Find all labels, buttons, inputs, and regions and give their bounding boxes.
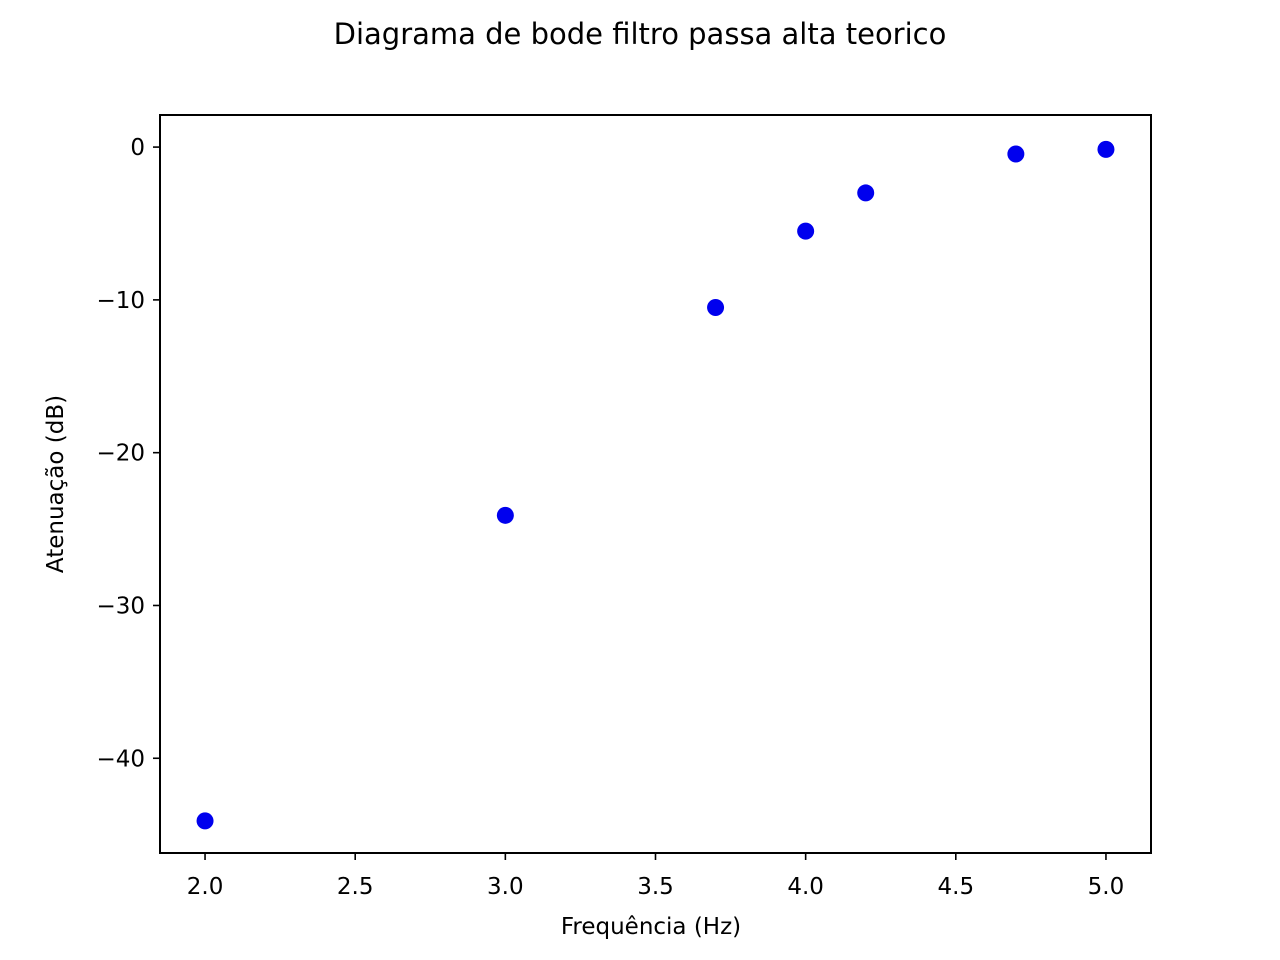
- data-point: [1097, 140, 1115, 158]
- x-tick-label: 3.5: [637, 874, 674, 900]
- y-axis-label: Atenuação (dB): [43, 395, 69, 573]
- y-tick-label: −40: [96, 746, 145, 772]
- chart-title: Diagrama de bode filtro passa alta teori…: [334, 17, 947, 51]
- data-point: [496, 506, 514, 524]
- x-tick-label: 2.0: [187, 874, 224, 900]
- x-axis-label: Frequência (Hz): [561, 914, 741, 940]
- scatter-points: [196, 140, 1115, 830]
- x-tick-label: 2.5: [337, 874, 374, 900]
- plot-area-frame: [159, 114, 1152, 854]
- x-tick-label: 4.5: [938, 874, 975, 900]
- data-point: [797, 222, 815, 240]
- data-point: [196, 812, 214, 830]
- y-tick-label: −20: [96, 441, 145, 467]
- y-tick-label: −10: [96, 288, 145, 314]
- y-axis-ticks: 0 −10 −20 −30 −40: [96, 135, 160, 772]
- data-point: [707, 299, 725, 317]
- x-axis-ticks: 2.0 2.5 3.0 3.5 4.0 4.5 5.0: [187, 853, 1124, 900]
- x-tick-label: 5.0: [1088, 874, 1125, 900]
- y-tick-label: 0: [130, 135, 145, 161]
- x-tick-label: 4.0: [787, 874, 824, 900]
- data-point: [1007, 145, 1025, 163]
- x-tick-label: 3.0: [487, 874, 524, 900]
- data-point: [857, 184, 875, 202]
- y-tick-label: −30: [96, 593, 145, 619]
